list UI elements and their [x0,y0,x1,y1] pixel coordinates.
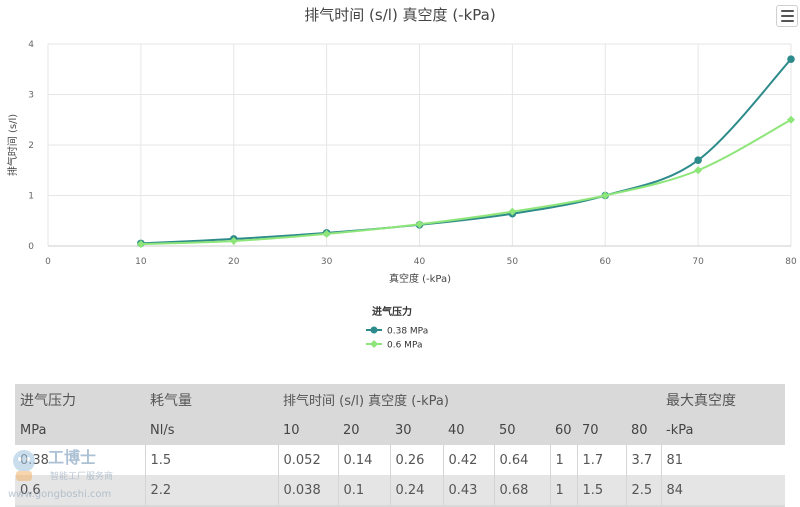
x-axis-label: 真空度 (-kPa) [389,272,451,285]
legend-label: 0.6 MPa [387,341,422,351]
data-point [229,236,238,245]
cell-time: 0.43 [442,475,494,505]
cell-pressure: 0.38 [15,445,145,475]
cell-time: 1 [549,445,577,475]
table-row: 0.38 1.5 0.052 0.14 0.26 0.42 0.64 1 1.7… [15,445,785,475]
data-point [322,229,331,238]
unit-pressure: MPa [20,422,47,438]
hamburger-menu-icon [780,10,794,12]
data-point [136,240,145,249]
y-tick-label: 3 [28,91,34,101]
unit-level: 20 [343,422,360,438]
data-point [694,166,703,175]
data-point [601,191,610,200]
cell-time: 0.24 [389,475,443,505]
unit-max: -kPa [666,422,694,438]
cell-time: 0.64 [493,445,550,475]
cell-time: 3.7 [625,445,662,475]
chart: 排气时间 (s/l) 真空度 (-kPa) 0 10 20 30 40 50 60 70 80 0 1… [6,5,798,351]
chart-title: 排气时间 (s/l) 真空度 (-kPa) [304,6,495,24]
x-tick-label: 30 [321,257,333,267]
x-tick-label: 60 [600,257,612,267]
cell-time: 1 [549,475,577,505]
y-tick-label: 0 [28,242,34,252]
cell-time: 2.5 [625,475,662,505]
unit-level: 30 [395,422,412,438]
unit-level: 40 [448,422,465,438]
unit-level: 50 [499,422,516,438]
x-tick-label: 70 [692,257,704,267]
x-tick-label: 80 [785,257,797,267]
chart-menu-button[interactable] [776,5,798,27]
data-point [508,207,517,216]
unit-level: 60 [555,422,572,438]
header-consumption: 耗气量 [150,392,192,409]
x-tick-label: 10 [135,257,147,267]
y-tick-label: 4 [28,40,34,50]
cell-consumption: 1.5 [144,445,278,475]
x-tick-label: 50 [507,257,519,267]
legend-marker [370,326,378,334]
series-line [140,58,792,245]
header-evacuation-time: 排气时间 (s/l) 真空度 (-kPa) [283,394,449,409]
cell-time: 0.14 [337,445,390,475]
cell-time: 1.7 [576,445,626,475]
cell-time: 0.1 [337,475,390,505]
cell-time: 0.038 [277,475,338,505]
y-tick-label: 2 [28,141,34,151]
unit-level: 70 [582,422,599,438]
legend-marker [370,340,378,348]
unit-level: 80 [631,422,648,438]
cell-max: 81 [660,445,785,475]
unit-consumption: Nl/s [150,422,175,438]
data-point [787,55,795,63]
cell-consumption: 2.2 [144,475,278,505]
header-pressure: 进气压力 [20,392,76,409]
legend-title: 进气压力 [372,305,412,318]
chart-svg: 排气时间 (s/l) 真空度 (-kPa) 0 10 20 30 40 50 60 70 80 0 1… [6,6,797,351]
cell-pressure: 0.6 [15,475,145,505]
cell-time: 0.68 [493,475,550,505]
cell-time: 1.5 [576,475,626,505]
series-line [140,118,792,246]
legend-label: 0.38 MPa [387,327,428,337]
cell-time: 0.42 [442,445,494,475]
table-header-row: 进气压力 耗气量 排气时间 (s/l) 真空度 (-kPa) 最大真空度 [15,384,785,415]
unit-level: 10 [283,422,300,438]
data-point [415,220,424,229]
data-point [787,115,795,124]
y-tick-label: 1 [28,192,34,202]
header-max-vacuum: 最大真空度 [666,392,737,409]
spec-table: 进气压力 耗气量 排气时间 (s/l) 真空度 (-kPa) 最大真空度 MPa… [15,384,785,507]
x-tick-label: 0 [45,257,51,267]
x-tick-label: 40 [414,257,426,267]
data-point [694,156,702,164]
table-unit-row: MPa Nl/s 10 20 30 40 50 60 70 80 -kPa [15,415,785,445]
y-axis-label: 排气时间 (s/l) [6,114,19,176]
table-row: 0.6 2.2 0.038 0.1 0.24 0.43 0.68 1 1.5 2… [15,475,785,505]
cell-max: 84 [660,475,785,505]
x-tick-label: 20 [228,257,240,267]
cell-time: 0.26 [389,445,443,475]
cell-time: 0.052 [277,445,338,475]
